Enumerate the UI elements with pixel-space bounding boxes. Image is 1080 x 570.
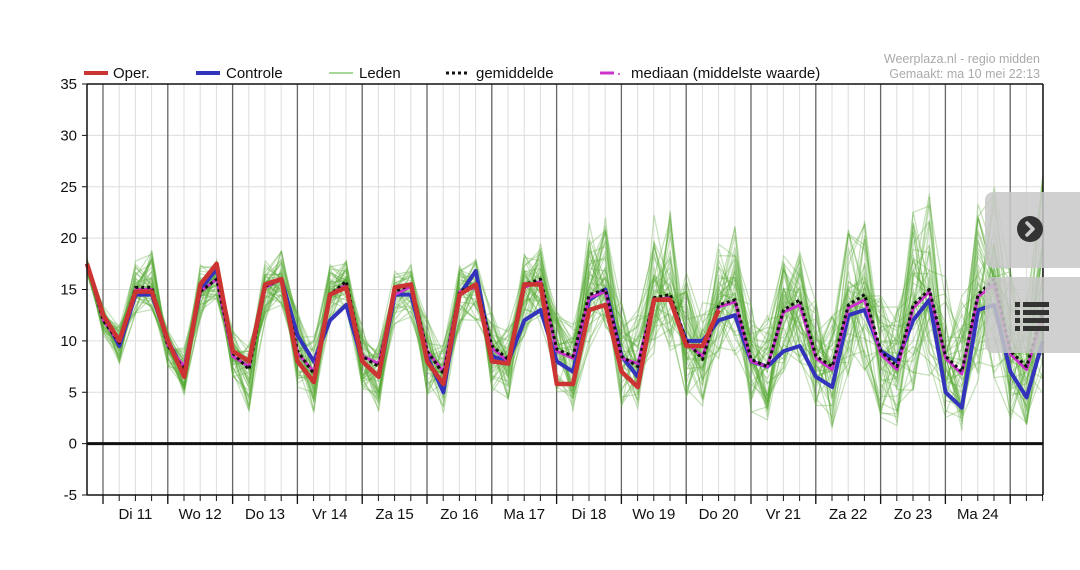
y-tick-label: 30 bbox=[60, 127, 77, 144]
mediaan-line bbox=[85, 263, 1045, 376]
member-line bbox=[86, 196, 1044, 422]
series-lines bbox=[84, 261, 1045, 410]
x-day-label: Wo 12 bbox=[179, 506, 222, 523]
member-line bbox=[86, 185, 1044, 419]
member-line bbox=[86, 205, 1044, 410]
legend-label-mediaan: mediaan (middelste waarde) bbox=[631, 65, 820, 82]
member-line bbox=[86, 241, 1044, 409]
y-tick-label: 0 bbox=[69, 436, 77, 453]
y-tick-label: -5 bbox=[64, 487, 77, 504]
gemiddelde-line bbox=[85, 263, 1045, 376]
x-day-label: Vr 14 bbox=[312, 506, 347, 523]
member-line bbox=[86, 215, 1044, 415]
y-tick-label: 35 bbox=[60, 76, 77, 93]
list-icon bbox=[1015, 300, 1049, 331]
x-day-label: Di 11 bbox=[118, 506, 152, 523]
x-day-label: Di 18 bbox=[571, 506, 606, 523]
x-day-label: Do 13 bbox=[245, 506, 285, 523]
oper-line bbox=[84, 261, 721, 390]
legend-swatch-mediaan-dot bbox=[618, 73, 620, 75]
next-chart-button[interactable] bbox=[985, 192, 1080, 268]
x-day-label: Za 15 bbox=[375, 506, 413, 523]
member-line bbox=[86, 238, 1044, 413]
x-day-label: Zo 23 bbox=[894, 506, 932, 523]
list-view-button[interactable] bbox=[985, 277, 1080, 353]
member-line bbox=[86, 235, 1044, 411]
y-tick-label: 15 bbox=[60, 282, 77, 299]
member-line bbox=[86, 246, 1044, 419]
member-line bbox=[86, 225, 1044, 415]
chevron-right-circle-icon bbox=[1017, 216, 1043, 242]
member-line bbox=[86, 218, 1044, 412]
member-line bbox=[86, 230, 1044, 425]
x-day-label: Ma 24 bbox=[957, 506, 999, 523]
legend-label-oper: Oper. bbox=[113, 65, 150, 82]
member-line bbox=[86, 192, 1044, 395]
grid bbox=[87, 83, 1044, 496]
x-day-label: Zo 16 bbox=[440, 506, 478, 523]
member-line bbox=[86, 232, 1044, 404]
member-line bbox=[86, 246, 1044, 418]
y-tick-label: 25 bbox=[60, 179, 77, 196]
member-line bbox=[86, 203, 1044, 401]
member-line bbox=[86, 227, 1044, 414]
member-line bbox=[86, 222, 1044, 415]
credit-source: Weerplaza.nl - regio midden bbox=[884, 52, 1040, 66]
x-day-label: Wo 19 bbox=[632, 506, 675, 523]
legend-label-gemiddelde: gemiddelde bbox=[476, 65, 554, 82]
y-tick-label: 5 bbox=[69, 384, 77, 401]
legend: Oper. Controle Leden gemiddelde mediaan … bbox=[84, 52, 1040, 82]
y-tick-label: 10 bbox=[60, 333, 77, 350]
x-day-label: Ma 17 bbox=[503, 506, 545, 523]
member-line bbox=[86, 231, 1044, 412]
legend-label-leden: Leden bbox=[359, 65, 401, 82]
y-tick-label: 20 bbox=[60, 230, 77, 247]
legend-label-controle: Controle bbox=[226, 65, 283, 82]
x-day-label: Za 22 bbox=[829, 506, 867, 523]
member-line bbox=[86, 211, 1044, 411]
member-line bbox=[86, 175, 1044, 407]
x-day-label: Do 20 bbox=[699, 506, 739, 523]
member-line bbox=[86, 176, 1044, 417]
member-line bbox=[86, 186, 1044, 412]
credit-created: Gemaakt: ma 10 mei 22:13 bbox=[889, 67, 1040, 81]
x-day-label: Vr 21 bbox=[766, 506, 801, 523]
axes: 35 30 25 20 15 10 5 0 -5 Di 11 Wo 12 Do 13 Vr 14 Za 1… bbox=[60, 76, 1044, 523]
member-line bbox=[86, 239, 1044, 427]
